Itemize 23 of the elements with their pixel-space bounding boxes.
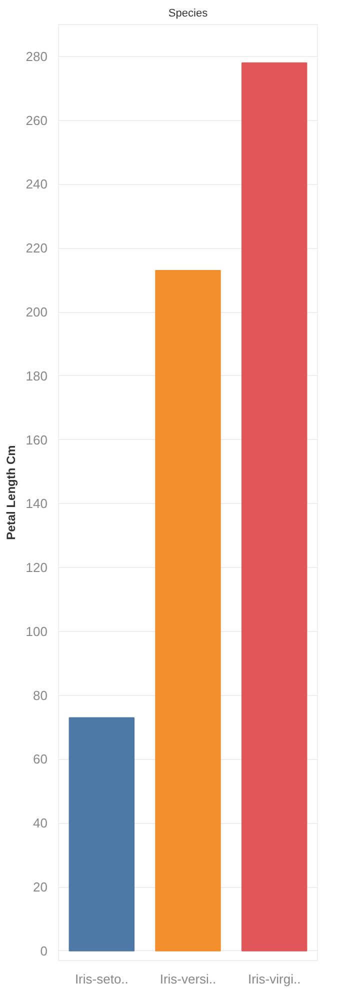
y-axis-title: Petal Length Cm xyxy=(4,445,18,540)
y-tick-label: 0 xyxy=(40,943,48,958)
y-tick-label: 160 xyxy=(26,432,48,448)
x-tick-label: Iris-seto.. xyxy=(74,972,128,986)
y-tick-label: 40 xyxy=(33,816,48,831)
y-tick-label: 260 xyxy=(26,112,48,128)
y-tick-label: 20 xyxy=(33,880,48,895)
y-tick-label: 80 xyxy=(33,688,48,703)
y-tick-label: 240 xyxy=(26,176,48,192)
bar xyxy=(68,717,135,952)
x-tick-label: Iris-virgi.. xyxy=(248,972,301,986)
x-tick-label: Iris-versi.. xyxy=(160,972,216,986)
y-tick-label: 100 xyxy=(26,624,48,639)
y-tick-label: 180 xyxy=(26,368,48,384)
y-tick-label: 220 xyxy=(26,240,48,256)
bar xyxy=(155,270,221,952)
chart-title: Species xyxy=(168,8,208,20)
bar xyxy=(241,62,308,952)
y-tick-label: 200 xyxy=(26,304,48,320)
y-tick-label: 140 xyxy=(26,496,48,512)
y-tick-label: 120 xyxy=(26,560,48,576)
y-tick-label: 280 xyxy=(26,48,48,64)
y-tick-label: 60 xyxy=(33,752,48,767)
